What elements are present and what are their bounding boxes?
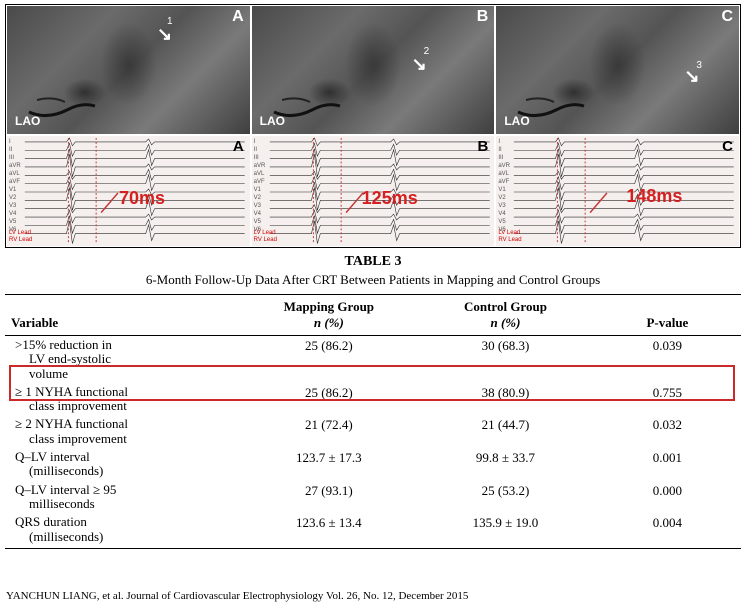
panel-label: B	[477, 8, 489, 26]
col-mapping-sub: n (%)	[314, 315, 344, 330]
table-caption: 6-Month Follow-Up Data After CRT Between…	[5, 270, 741, 294]
col-mapping-label: Mapping Group	[284, 299, 374, 314]
ms-annotation: 148ms	[626, 186, 682, 207]
panel-label: C	[721, 8, 733, 26]
cell-variable: Q–LV interval(milliseconds)	[5, 448, 241, 481]
fluoro-panel-A: ALAO↘1	[6, 5, 251, 135]
fluoroscopy-row: ALAO↘1BLAO↘2CLAO↘3	[6, 5, 740, 135]
cell-mapping: 27 (93.1)	[241, 481, 418, 514]
ms-annotation: 125ms	[362, 188, 418, 209]
cell-variable: ≥ 2 NYHA functionalclass improvement	[5, 415, 241, 448]
table-title: TABLE 3	[5, 250, 741, 270]
cell-control: 25 (53.2)	[417, 481, 594, 514]
cell-control: 135.9 ± 19.0	[417, 513, 594, 548]
cell-mapping: 123.7 ± 17.3	[241, 448, 418, 481]
catheter-icon	[272, 92, 342, 122]
col-variable: Variable	[5, 295, 241, 336]
table-row: Q–LV interval(milliseconds)123.7 ± 17.39…	[5, 448, 741, 481]
figure-composite: ALAO↘1BLAO↘2CLAO↘3 A 70ms IIIIIIaVRaVLaVFV…	[5, 4, 741, 248]
catheter-icon	[27, 92, 97, 122]
ecg-panel-A: A 70ms IIIIIIaVRaVLaVFV1V2V3V4V5V6LV LeadR…	[6, 135, 251, 247]
panel-label: A	[232, 8, 244, 26]
cell-pvalue: 0.032	[594, 415, 741, 448]
results-table: Variable Mapping Group n (%) Control Gro…	[5, 294, 741, 549]
lv-rv-label: LV LeadRV Lead	[498, 230, 521, 244]
citation-text: YANCHUN LIANG, et al. Journal of Cardiov…	[6, 590, 468, 602]
cell-mapping: 123.6 ± 13.4	[241, 513, 418, 548]
arrow-number: 2	[424, 46, 430, 57]
cell-variable: >15% reduction inLV end-systolicvolume	[5, 336, 241, 383]
col-pvalue: P-value	[594, 295, 741, 336]
cell-mapping: 25 (86.2)	[241, 336, 418, 383]
cell-control: 38 (80.9)	[417, 383, 594, 416]
table-row: ≥ 1 NYHA functionalclass improvement25 (…	[5, 383, 741, 416]
table-row: Q–LV interval ≥ 95milliseconds27 (93.1)2…	[5, 481, 741, 514]
arrow-icon: ↘	[412, 54, 427, 75]
ecg-panel-C: C 148ms IIIIIIaVRaVLaVFV1V2V3V4V5V6LV Lead…	[495, 135, 740, 247]
cell-variable: Q–LV interval ≥ 95milliseconds	[5, 481, 241, 514]
lead-labels: IIIIIIaVRaVLaVFV1V2V3V4V5V6	[9, 138, 21, 234]
arrow-number: 1	[167, 16, 173, 27]
table-row: ≥ 2 NYHA functionalclass improvement21 (…	[5, 415, 741, 448]
table-3: TABLE 3 6-Month Follow-Up Data After CRT…	[5, 250, 741, 549]
ecg-row: A70msIIIIIIaVRaVLaVFV1V2V3V4V5V6LV LeadR…	[6, 135, 740, 247]
ms-annotation: 70ms	[119, 188, 165, 209]
cell-pvalue: 0.004	[594, 513, 741, 548]
ecg-panel-label: A	[233, 138, 244, 155]
ecg-panel-B: B 125ms IIIIIIaVRaVLaVFV1V2V3V4V5V6LV Lead…	[251, 135, 496, 247]
cell-control: 21 (44.7)	[417, 415, 594, 448]
cell-control: 30 (68.3)	[417, 336, 594, 383]
cell-pvalue: 0.755	[594, 383, 741, 416]
ecg-panel-label: C	[722, 138, 733, 155]
fluoro-panel-C: CLAO↘3	[495, 5, 740, 135]
table-header-row: Variable Mapping Group n (%) Control Gro…	[5, 295, 741, 336]
cell-mapping: 25 (86.2)	[241, 383, 418, 416]
cell-pvalue: 0.039	[594, 336, 741, 383]
lead-labels: IIIIIIaVRaVLaVFV1V2V3V4V5V6	[498, 138, 510, 234]
arrow-icon: ↘	[157, 24, 172, 45]
cell-pvalue: 0.000	[594, 481, 741, 514]
col-control: Control Group n (%)	[417, 295, 594, 336]
col-control-label: Control Group	[464, 299, 547, 314]
cell-pvalue: 0.001	[594, 448, 741, 481]
col-control-sub: n (%)	[490, 315, 520, 330]
cell-control: 99.8 ± 33.7	[417, 448, 594, 481]
catheter-icon	[516, 92, 586, 122]
table-row: QRS duration(milliseconds)123.6 ± 13.413…	[5, 513, 741, 548]
col-mapping: Mapping Group n (%)	[241, 295, 418, 336]
arrow-number: 3	[696, 60, 702, 71]
lv-rv-label: LV LeadRV Lead	[254, 230, 277, 244]
fluoro-panel-B: BLAO↘2	[251, 5, 496, 135]
cell-mapping: 21 (72.4)	[241, 415, 418, 448]
lead-labels: IIIIIIaVRaVLaVFV1V2V3V4V5V6	[254, 138, 266, 234]
lv-rv-label: LV LeadRV Lead	[9, 230, 32, 244]
table-row: >15% reduction inLV end-systolicvolume25…	[5, 336, 741, 383]
ecg-panel-label: B	[478, 138, 489, 155]
cell-variable: ≥ 1 NYHA functionalclass improvement	[5, 383, 241, 416]
cell-variable: QRS duration(milliseconds)	[5, 513, 241, 548]
